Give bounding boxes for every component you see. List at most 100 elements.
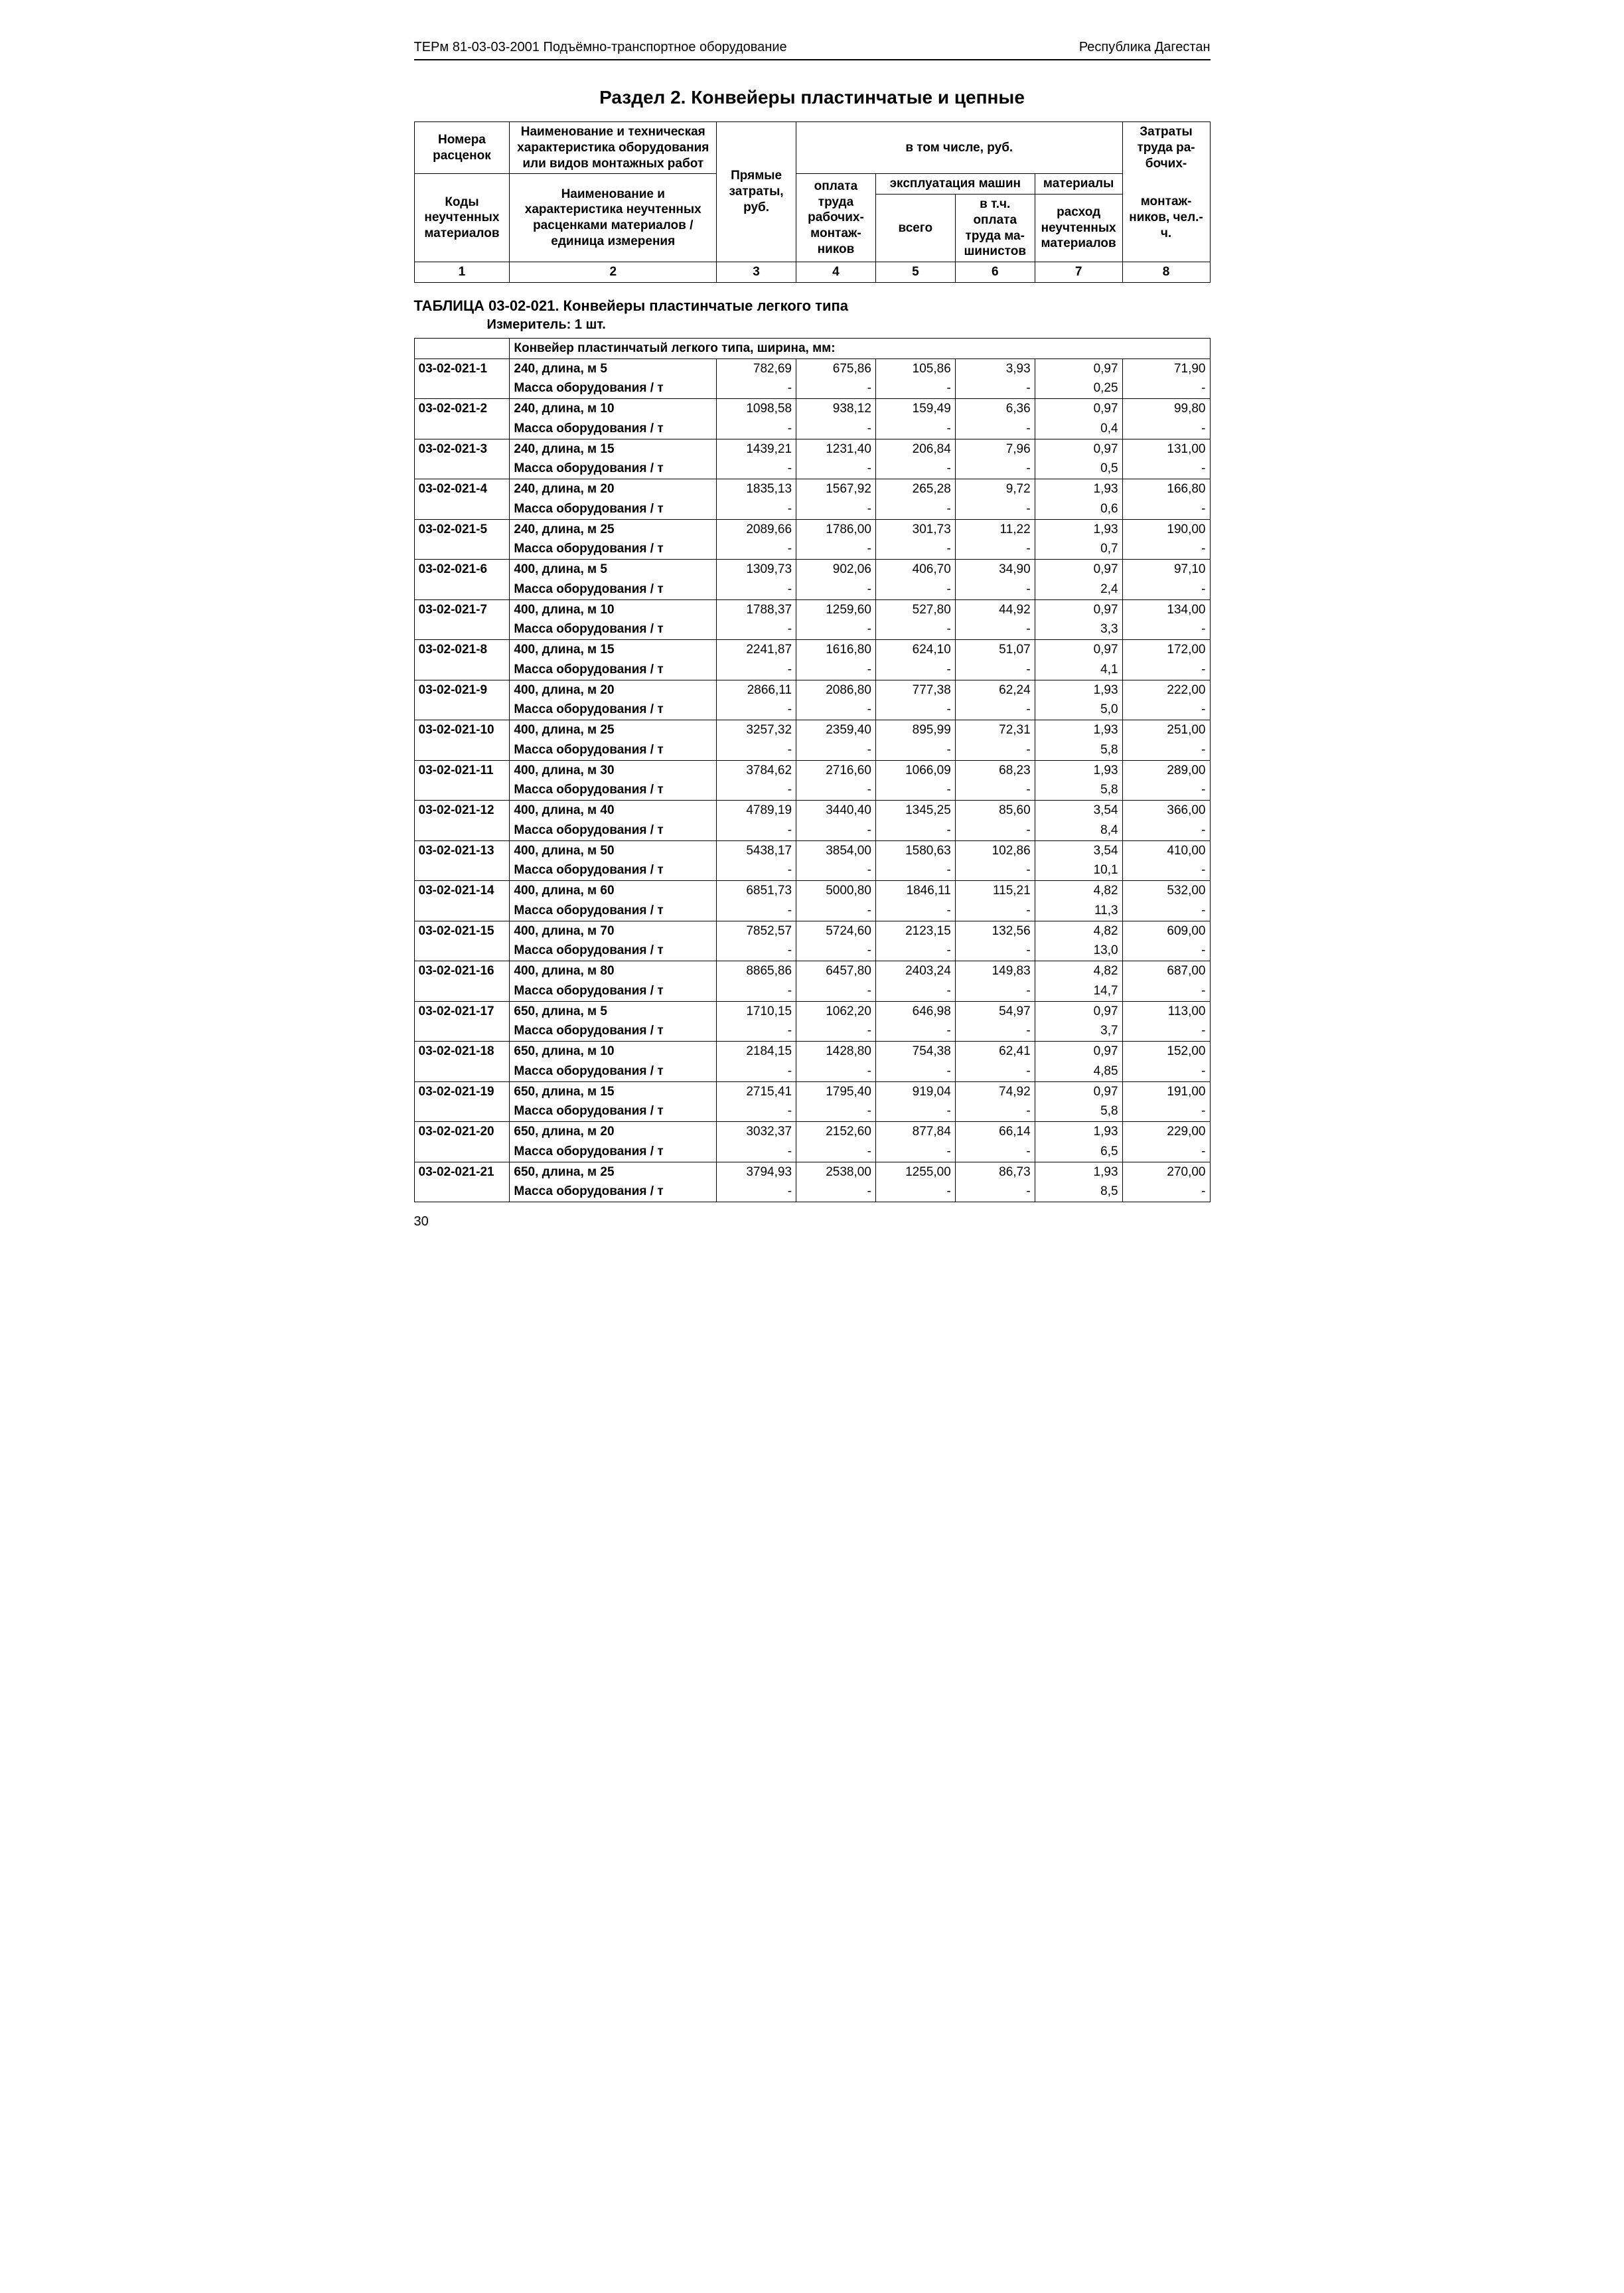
machines-total: 2403,24 — [875, 961, 955, 981]
rate-code: 03-02-021-15 — [414, 921, 510, 941]
dash: - — [875, 780, 955, 800]
mass-label: Масса оборудования / т — [510, 660, 717, 680]
labor-pay: 2716,60 — [796, 760, 876, 780]
direct-cost: 1309,73 — [717, 560, 796, 580]
machinist-pay: 115,21 — [955, 881, 1035, 901]
machines-total: 646,98 — [875, 1001, 955, 1021]
dash: - — [796, 860, 876, 880]
column-number: 7 — [1035, 262, 1122, 283]
mass-value: 2,4 — [1035, 580, 1122, 599]
mass-value: 6,5 — [1035, 1142, 1122, 1162]
dash: - — [1122, 1062, 1210, 1081]
direct-cost: 3784,62 — [717, 760, 796, 780]
rate-code: 03-02-021-11 — [414, 760, 510, 780]
machines-total: 624,10 — [875, 640, 955, 660]
dash: - — [955, 499, 1035, 519]
column-number: 6 — [955, 262, 1035, 283]
header-right: Республика Дагестан — [1079, 40, 1211, 55]
materials: 0,97 — [1035, 1042, 1122, 1062]
rate-name: 400, длина, м 80 — [510, 961, 717, 981]
dash: - — [875, 1062, 955, 1081]
labor-hours: 687,00 — [1122, 961, 1210, 981]
table-row-mass: Масса оборудования / т----0,6- — [414, 499, 1210, 519]
machines-total: 265,28 — [875, 479, 955, 499]
direct-cost: 782,69 — [717, 358, 796, 378]
mass-value: 4,1 — [1035, 660, 1122, 680]
dash: - — [955, 419, 1035, 439]
machinist-pay: 62,24 — [955, 680, 1035, 700]
rate-code-empty — [414, 821, 510, 840]
table-row: 03-02-021-9400, длина, м 202866,112086,8… — [414, 680, 1210, 700]
dash: - — [796, 780, 876, 800]
rate-code: 03-02-021-18 — [414, 1042, 510, 1062]
materials: 1,93 — [1035, 1162, 1122, 1182]
col-5top: эксплуатация машин — [875, 174, 1035, 195]
dash: - — [1122, 619, 1210, 639]
dash: - — [955, 660, 1035, 680]
table-row: 03-02-021-19650, длина, м 152715,411795,… — [414, 1081, 1210, 1101]
group-name: Конвейер пластинчатый легкого типа, шири… — [510, 338, 1210, 358]
direct-cost: 2241,87 — [717, 640, 796, 660]
rate-name: 650, длина, м 10 — [510, 1042, 717, 1062]
dash: - — [955, 1062, 1035, 1081]
col-5: всего — [875, 195, 955, 262]
labor-pay: 1786,00 — [796, 519, 876, 539]
mass-value: 5,0 — [1035, 700, 1122, 720]
table-row-mass: Масса оборудования / т----8,4- — [414, 821, 1210, 840]
labor-pay: 1795,40 — [796, 1081, 876, 1101]
mass-value: 5,8 — [1035, 740, 1122, 760]
machinist-pay: 3,93 — [955, 358, 1035, 378]
machinist-pay: 9,72 — [955, 479, 1035, 499]
measure-line: Измеритель: 1 шт. — [487, 317, 1211, 333]
machinist-pay: 44,92 — [955, 599, 1035, 619]
group-empty — [414, 338, 510, 358]
dash: - — [955, 539, 1035, 559]
machinist-pay: 66,14 — [955, 1122, 1035, 1142]
dash: - — [955, 901, 1035, 921]
dash: - — [955, 740, 1035, 760]
col-3: Прямые затраты, руб. — [717, 122, 796, 262]
dash: - — [796, 539, 876, 559]
rate-code: 03-02-021-2 — [414, 399, 510, 419]
mass-value: 11,3 — [1035, 901, 1122, 921]
dash: - — [1122, 780, 1210, 800]
table-row: 03-02-021-15400, длина, м 707852,575724,… — [414, 921, 1210, 941]
labor-hours: 97,10 — [1122, 560, 1210, 580]
rate-code-empty — [414, 660, 510, 680]
dash: - — [1122, 700, 1210, 720]
labor-pay: 675,86 — [796, 358, 876, 378]
col-6: в т.ч. оплата труда ма­шинистов — [955, 195, 1035, 262]
dash: - — [875, 1021, 955, 1041]
machinist-pay: 54,97 — [955, 1001, 1035, 1021]
dash: - — [875, 539, 955, 559]
mass-label: Масса оборудования / т — [510, 1062, 717, 1081]
rate-code: 03-02-021-21 — [414, 1162, 510, 1182]
mass-label: Масса оборудования / т — [510, 619, 717, 639]
dash: - — [1122, 1182, 1210, 1202]
dash: - — [875, 1182, 955, 1202]
dash: - — [955, 981, 1035, 1001]
direct-cost: 3794,93 — [717, 1162, 796, 1182]
rate-name: 400, длина, м 50 — [510, 840, 717, 860]
mass-label: Масса оборудования / т — [510, 941, 717, 961]
labor-pay: 1616,80 — [796, 640, 876, 660]
mass-label: Масса оборудования / т — [510, 780, 717, 800]
rate-code-empty — [414, 901, 510, 921]
direct-cost: 8865,86 — [717, 961, 796, 981]
rate-code: 03-02-021-1 — [414, 358, 510, 378]
mass-value: 3,3 — [1035, 619, 1122, 639]
rate-name: 650, длина, м 25 — [510, 1162, 717, 1182]
dash: - — [796, 700, 876, 720]
rate-name: 240, длина, м 25 — [510, 519, 717, 539]
direct-cost: 1835,13 — [717, 479, 796, 499]
mass-label: Масса оборудования / т — [510, 1182, 717, 1202]
mass-value: 8,5 — [1035, 1182, 1122, 1202]
labor-hours: 609,00 — [1122, 921, 1210, 941]
table-row-mass: Масса оборудования / т----4,1- — [414, 660, 1210, 680]
dash: - — [717, 378, 796, 398]
document-page: ТЕРм 81-03-03-2001 Подъёмно-транспортное… — [414, 40, 1211, 1229]
rate-code-empty — [414, 619, 510, 639]
table-row-mass: Масса оборудования / т----5,8- — [414, 740, 1210, 760]
dash: - — [796, 660, 876, 680]
column-numbers-row: 12345678 — [414, 262, 1210, 283]
